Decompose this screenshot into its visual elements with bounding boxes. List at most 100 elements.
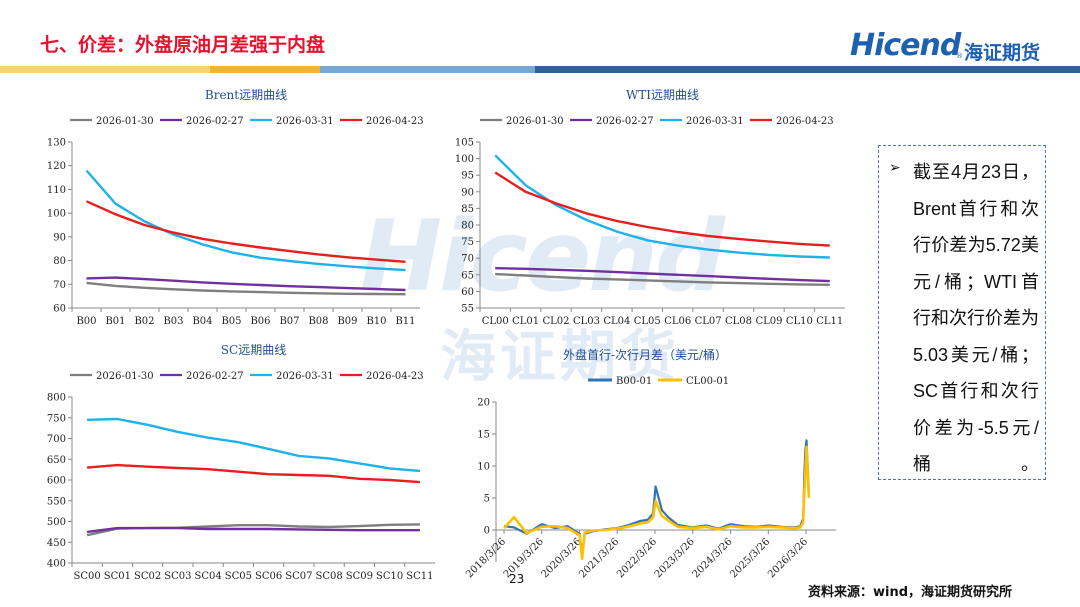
y-tick-label: 60 xyxy=(461,287,474,298)
series-line-2026-02-27 xyxy=(495,267,830,283)
y-tick-label: 750 xyxy=(47,413,66,424)
y-tick-label: 800 xyxy=(47,393,66,404)
x-tick-label: SC01 xyxy=(104,571,131,582)
x-tick-label: B06 xyxy=(250,316,270,327)
logo-wordmark: Hicend xyxy=(850,28,961,63)
y-tick-label: 20 xyxy=(477,398,490,409)
x-tick-label: 2026/3/26 xyxy=(766,536,810,580)
y-tick-label: 105 xyxy=(455,138,474,149)
y-tick-label: 0 xyxy=(484,526,490,537)
x-tick-label: 2024/3/26 xyxy=(691,536,735,580)
company-logo: Hicend ® 海证期货 xyxy=(850,28,1060,68)
series-line-CL00-01 xyxy=(503,445,811,561)
y-tick-label: 110 xyxy=(47,185,66,196)
x-tick-label: CL10 xyxy=(786,316,813,327)
y-tick-label: 100 xyxy=(47,209,66,220)
chart-title: 外盘首行-次行月差（美元/桶） xyxy=(563,347,727,362)
chart-title: WTI远期曲线 xyxy=(626,88,699,102)
y-tick-label: 80 xyxy=(461,221,474,232)
x-tick-label: B05 xyxy=(221,316,241,327)
series-line-2026-03-31 xyxy=(87,417,420,473)
series-line-2026-01-30 xyxy=(86,281,406,296)
x-tick-label: SC06 xyxy=(255,571,282,582)
legend-label: 2026-01-30 xyxy=(506,116,564,127)
x-tick-label: B07 xyxy=(279,316,299,327)
data-source: 资料来源：wind，海证期货研究所 xyxy=(808,585,1013,600)
x-tick-label: 2025/3/26 xyxy=(728,536,772,580)
y-tick-label: 550 xyxy=(47,496,66,507)
legend-label: 2026-02-27 xyxy=(186,371,244,382)
y-tick-label: 75 xyxy=(461,237,474,248)
x-tick-label: 2018/3/26 xyxy=(464,536,508,580)
y-tick-label: 60 xyxy=(53,304,66,315)
x-tick-label: CL06 xyxy=(664,316,691,327)
y-tick-label: 5 xyxy=(484,494,490,505)
x-tick-label: SC08 xyxy=(316,571,343,582)
y-tick-label: 65 xyxy=(461,270,474,281)
header-bar-segment-orange xyxy=(210,66,320,73)
header-bar-segment-lightblue xyxy=(320,66,535,73)
commentary-box: ➢ 截至4月23日，Brent首行和次行价差为5.72美元/桶；WTI首行和次行… xyxy=(878,145,1046,480)
series-line-2026-04-23 xyxy=(86,200,406,263)
page-title: 七、价差：外盘原油月差强于内盘 xyxy=(40,34,326,56)
x-tick-label: SC11 xyxy=(406,571,433,582)
x-tick-label: CL08 xyxy=(725,316,752,327)
legend-label: 2026-02-27 xyxy=(186,116,244,127)
y-tick-label: 90 xyxy=(53,232,66,243)
legend-label: 2026-04-23 xyxy=(776,116,834,127)
x-tick-label: B03 xyxy=(163,316,183,327)
x-tick-label: B08 xyxy=(308,316,328,327)
legend-label: 2026-04-23 xyxy=(366,371,424,382)
y-tick-label: 15 xyxy=(477,430,490,441)
x-tick-label: B09 xyxy=(337,316,357,327)
x-tick-label: CL07 xyxy=(695,316,722,327)
y-tick-label: 120 xyxy=(47,161,66,172)
x-tick-label: B10 xyxy=(366,316,386,327)
series-line-2026-03-31 xyxy=(85,169,406,272)
x-tick-label: 2022/3/26 xyxy=(615,536,659,580)
legend-label: 2026-03-31 xyxy=(276,116,334,127)
chart-title: Brent远期曲线 xyxy=(205,88,287,102)
x-tick-label: B04 xyxy=(192,316,212,327)
y-tick-label: 80 xyxy=(53,256,66,267)
x-tick-label: SC10 xyxy=(376,571,403,582)
chart-wti-forward-curve: WTI远期曲线 2026-01-30 2026-02-27 2026-03-31 202… xyxy=(455,88,845,327)
series-line-2026-02-27 xyxy=(86,526,420,534)
series-line-2026-01-30 xyxy=(495,272,830,286)
legend-label: CL00-01 xyxy=(686,376,729,387)
bullet-arrow-icon: ➢ xyxy=(889,160,901,176)
y-tick-label: 500 xyxy=(47,517,66,528)
chart-title: SC远期曲线 xyxy=(221,343,286,357)
x-tick-label: CL03 xyxy=(573,316,600,327)
chart-brent-forward-curve: Brent远期曲线 2026-01-30 2026-02-27 2026-03-31 2… xyxy=(47,88,424,327)
x-tick-label: CL11 xyxy=(816,316,843,327)
x-tick-label: SC07 xyxy=(285,571,312,582)
y-tick-label: 450 xyxy=(47,538,66,549)
x-tick-label: 2020/3/26 xyxy=(540,536,584,580)
header-color-bar xyxy=(0,66,1080,73)
legend-label: 2026-03-31 xyxy=(686,116,744,127)
y-tick-label: 70 xyxy=(53,280,66,291)
legend-label: 2026-04-23 xyxy=(366,116,424,127)
x-tick-label: CL05 xyxy=(634,316,661,327)
x-tick-label: B02 xyxy=(134,316,154,327)
x-tick-label: SC02 xyxy=(134,571,161,582)
legend-label: 2026-03-31 xyxy=(276,371,334,382)
x-tick-label: B00 xyxy=(76,316,96,327)
x-tick-label: SC03 xyxy=(164,571,191,582)
y-tick-label: 130 xyxy=(47,138,66,149)
x-tick-label: SC09 xyxy=(346,571,373,582)
x-tick-label: CL00 xyxy=(482,316,509,327)
legend-label: B00-01 xyxy=(616,376,652,387)
x-tick-label: CL01 xyxy=(512,316,539,327)
y-tick-label: 95 xyxy=(461,171,474,182)
series-line-2026-02-27 xyxy=(86,276,406,292)
y-tick-label: 100 xyxy=(455,154,474,165)
commentary-text: 截至4月23日，Brent首行和次行价差为5.72美元/桶；WTI首行和次行价差… xyxy=(913,162,1039,474)
logo-chinese-name: 海证期货 xyxy=(964,42,1041,64)
y-tick-label: 10 xyxy=(477,462,490,473)
y-tick-label: 85 xyxy=(461,204,474,215)
x-tick-label: B11 xyxy=(395,316,415,327)
y-tick-label: 70 xyxy=(461,254,474,265)
x-tick-label: SC04 xyxy=(195,571,222,582)
